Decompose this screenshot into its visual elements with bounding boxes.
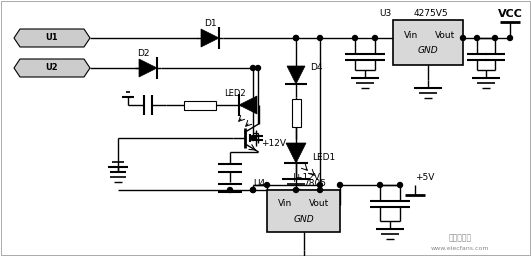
Text: U4: U4 [253,179,265,188]
Circle shape [373,36,378,40]
Text: +12V: +12V [261,138,286,147]
Polygon shape [14,29,90,47]
Text: U3: U3 [379,9,391,18]
Circle shape [251,187,255,193]
Text: D4: D4 [310,62,322,71]
Circle shape [251,187,255,193]
Text: GND: GND [293,215,314,223]
Circle shape [318,36,322,40]
Circle shape [294,187,298,193]
Circle shape [227,187,233,193]
Circle shape [318,183,322,187]
Circle shape [255,66,261,70]
Text: Vin: Vin [278,199,292,208]
Circle shape [378,183,382,187]
Circle shape [475,36,479,40]
Polygon shape [139,59,157,77]
Text: www.elecfans.com: www.elecfans.com [431,246,489,251]
Polygon shape [287,66,305,84]
Circle shape [264,183,270,187]
Circle shape [508,36,512,40]
Circle shape [398,183,402,187]
Text: 电子发烧友: 电子发烧友 [449,233,472,242]
Circle shape [318,187,322,193]
Text: 7805: 7805 [304,179,327,188]
Circle shape [353,36,357,40]
Text: U1: U1 [46,34,58,42]
Text: U2: U2 [46,63,58,72]
Text: GND: GND [418,46,438,55]
Text: D1: D1 [204,19,216,28]
Bar [267,190,340,232]
Circle shape [251,66,255,70]
Polygon shape [239,96,257,114]
Text: Vin: Vin [404,31,418,40]
Text: LED1: LED1 [312,154,335,163]
Text: |+12V: |+12V [293,173,321,182]
Circle shape [492,36,498,40]
Circle shape [460,36,466,40]
Circle shape [294,36,298,40]
Bar [184,101,216,110]
Text: D2: D2 [137,49,149,59]
Bar [292,99,301,127]
Polygon shape [286,143,306,163]
Text: +5V: +5V [415,173,434,182]
Bar [393,20,463,65]
Text: Vout: Vout [309,199,329,208]
Text: VCC: VCC [498,9,523,19]
Text: Vout: Vout [435,31,455,40]
Circle shape [338,183,342,187]
Circle shape [294,36,298,40]
Circle shape [251,135,255,141]
Text: LED2: LED2 [224,89,246,98]
Text: 4275V5: 4275V5 [414,9,448,18]
Polygon shape [14,59,90,77]
Polygon shape [201,29,219,47]
